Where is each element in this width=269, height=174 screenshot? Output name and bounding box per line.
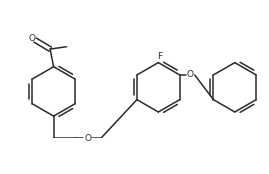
Text: O: O — [29, 34, 36, 43]
Text: O: O — [84, 134, 91, 143]
Text: F: F — [157, 52, 162, 61]
Text: O: O — [187, 70, 194, 80]
